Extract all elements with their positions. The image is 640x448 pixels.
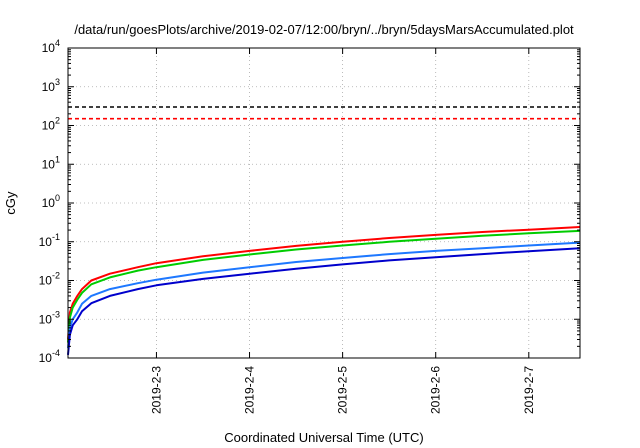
x-tick-label: 2019-2-4 [243,366,257,414]
x-tick-label: 2019-2-6 [429,366,443,414]
series-line [67,226,581,340]
y-axis-label: cGy [3,191,18,215]
series-line [67,247,581,355]
y-tick-label: 102 [42,116,60,133]
y-tick-label: 10-2 [39,271,60,288]
y-tick-label: 103 [42,77,60,94]
x-tick-label: 2019-2-5 [336,366,350,414]
series-line [67,241,581,349]
axis-ticks: 10-4 10-3 10-2 10-1 100 101 102 103 104 2019-2-3 2… [39,38,580,414]
y-tick-label: 10-3 [39,309,60,326]
reference-lines [68,106,580,120]
grid [68,48,580,358]
y-tick-label: 104 [42,38,60,55]
chart-title: /data/run/goesPlots/archive/2019-02-07/1… [74,22,574,37]
series-line [67,229,581,343]
y-tick-label: 100 [42,193,60,210]
x-axis-label: Coordinated Universal Time (UTC) [224,430,423,445]
y-tick-label: 10-4 [39,348,60,365]
x-tick-label: 2019-2-7 [522,366,536,414]
y-tick-label: 10-1 [39,232,60,249]
x-tick-label: 2019-2-3 [149,366,163,414]
y-tick-label: 101 [42,154,60,171]
series-lines [67,226,581,355]
